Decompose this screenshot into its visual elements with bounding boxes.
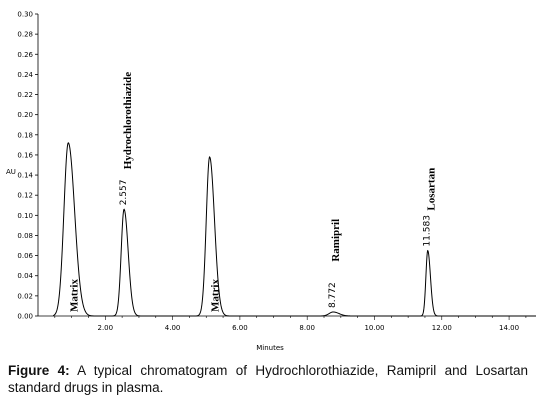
y-tick-label: 0.00 — [17, 313, 33, 321]
y-tick-label: 0.04 — [17, 272, 33, 280]
y-tick-label: 0.12 — [17, 192, 33, 200]
x-ticks: 2.00 4.00 6.00 8.00 10.00 12.00 14.00 — [54, 316, 527, 332]
y-tick-label: 0.26 — [17, 51, 33, 59]
peak-labels: Matrix Hydrochlorothiazide 2.557 Matrix Rami… — [68, 72, 437, 312]
y-axis-title: AU — [6, 168, 16, 176]
y-tick-label: 0.16 — [17, 151, 33, 159]
axes — [37, 14, 536, 317]
peak-name-label: Matrix — [68, 279, 80, 312]
x-tick-label: 4.00 — [165, 324, 181, 332]
figure-caption: Figure 4: A typical chromatogram of Hydr… — [8, 362, 528, 396]
peak-name-label: Ramipril — [330, 219, 342, 262]
x-tick-label: 12.00 — [432, 324, 452, 332]
x-tick-label: 14.00 — [499, 324, 519, 332]
y-tick-label: 0.06 — [17, 252, 33, 260]
x-tick-label: 6.00 — [232, 324, 248, 332]
x-axis-title: Minutes — [256, 344, 284, 352]
y-tick-label: 0.18 — [17, 131, 33, 139]
peak-name-label: Matrix — [210, 279, 222, 312]
y-tick-label: 0.20 — [17, 111, 33, 119]
chromatogram-chart: 0.00 0.02 0.04 0.06 0.08 0.10 0.12 0.14 0.16 0.18… — [6, 11, 536, 352]
y-tick-label: 0.08 — [17, 232, 33, 240]
retention-time-label: 8.772 — [328, 282, 338, 308]
retention-time-label: 11.583 — [423, 215, 433, 247]
caption-lead: Figure 4: — [8, 363, 70, 378]
y-tick-label: 0.24 — [17, 71, 33, 79]
x-tick-label: 10.00 — [364, 324, 384, 332]
y-tick-label: 0.30 — [17, 11, 33, 19]
peak-name-label: Hydrochlorothiazide — [122, 72, 134, 169]
x-tick-label: 2.00 — [98, 324, 114, 332]
chromatogram-trace — [52, 142, 536, 317]
y-tick-label: 0.02 — [17, 292, 33, 300]
peak-name-label: Losartan — [426, 168, 438, 211]
caption-text: A typical chromatogram of Hydrochlorothi… — [8, 363, 528, 395]
y-tick-label: 0.28 — [17, 31, 33, 39]
y-tick-label: 0.10 — [17, 212, 33, 220]
y-tick-label: 0.22 — [17, 91, 33, 99]
y-ticks: 0.00 0.02 0.04 0.06 0.08 0.10 0.12 0.14 0.16 0.18… — [17, 11, 38, 321]
x-tick-label: 8.00 — [299, 324, 315, 332]
y-tick-label: 0.14 — [17, 172, 33, 180]
retention-time-label: 2.557 — [119, 180, 129, 206]
